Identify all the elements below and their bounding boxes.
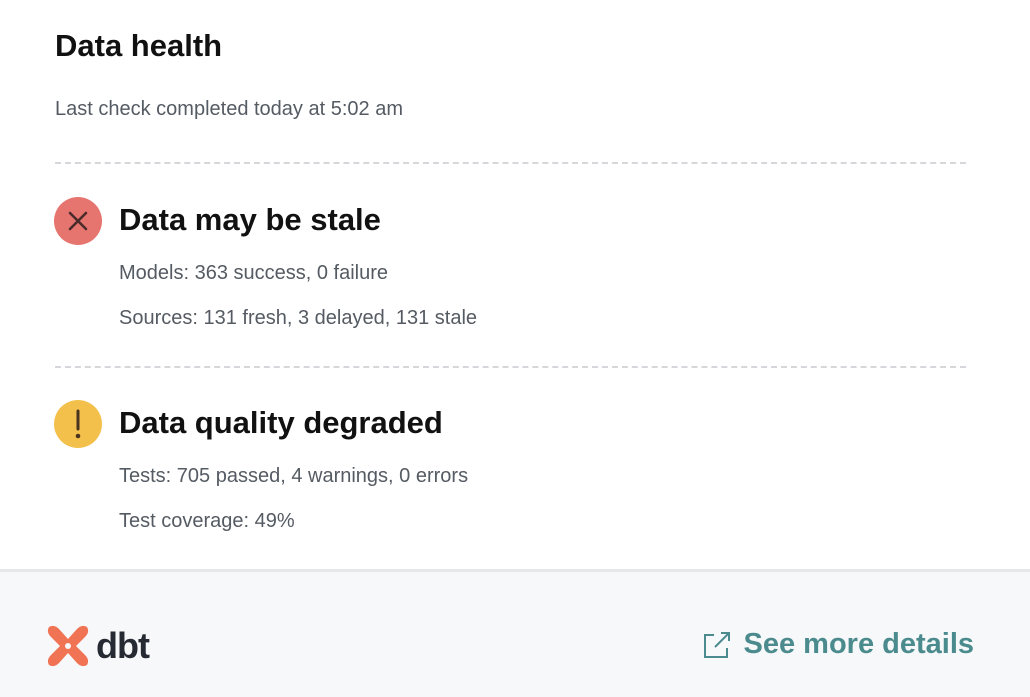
external-link-icon bbox=[703, 631, 730, 658]
tests-summary: Tests: 705 passed, 4 warnings, 0 errors bbox=[119, 465, 469, 487]
freshness-status-icon bbox=[54, 197, 102, 245]
dbt-logo-icon bbox=[47, 625, 89, 667]
page-title: Data health bbox=[55, 28, 223, 63]
sources-summary: Sources: 131 fresh, 3 delayed, 131 stale bbox=[119, 307, 478, 329]
last-check-text: Last check completed today at 5:02 am bbox=[55, 98, 403, 120]
test-coverage: Test coverage: 49% bbox=[119, 510, 295, 532]
models-summary: Models: 363 success, 0 failure bbox=[119, 262, 389, 284]
see-more-details-label: See more details bbox=[743, 628, 975, 660]
quality-status-title: Data quality degraded bbox=[119, 405, 443, 440]
divider bbox=[55, 162, 966, 164]
dbt-logo: dbt bbox=[46, 624, 150, 668]
divider bbox=[55, 366, 966, 368]
quality-status-icon bbox=[54, 400, 102, 448]
freshness-status-title: Data may be stale bbox=[119, 202, 381, 237]
dbt-logo-text: dbt bbox=[96, 625, 150, 666]
footer: dbt See more details bbox=[0, 569, 1030, 697]
see-more-details-link[interactable]: See more details bbox=[702, 628, 975, 661]
